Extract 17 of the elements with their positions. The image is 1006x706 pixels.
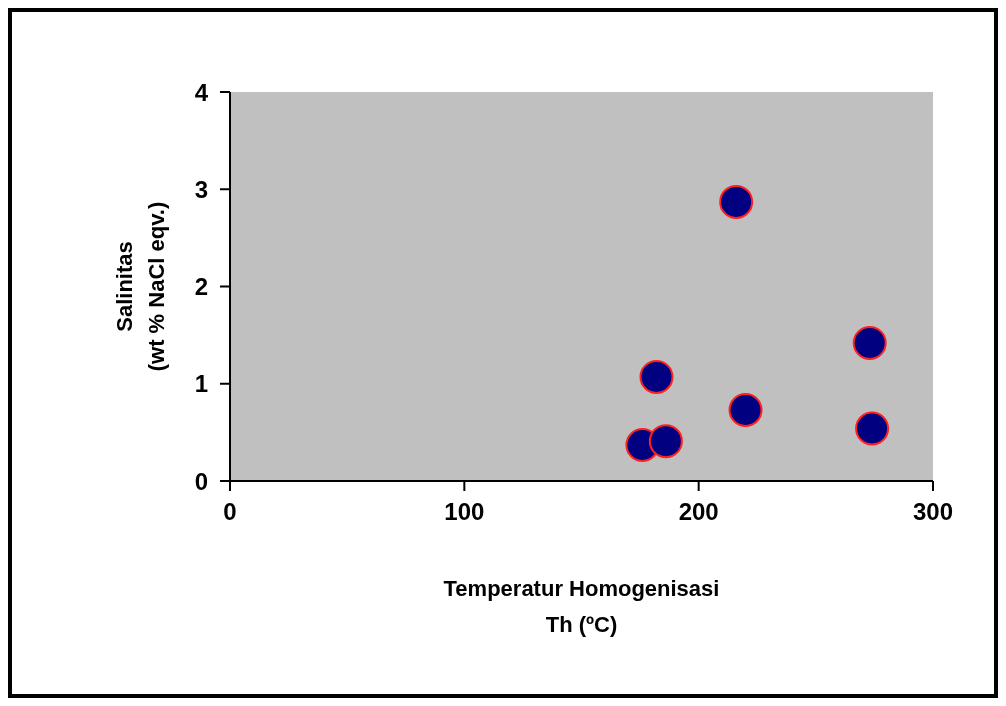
y-tick-label: 4 (194, 78, 209, 106)
point (648, 424, 683, 459)
x-tick-label: 200 (678, 498, 719, 526)
y-tick-label: 2 (194, 273, 208, 301)
x-tick-label: 100 (444, 498, 485, 526)
x-tick-label: 0 (223, 498, 237, 526)
point (639, 359, 674, 394)
point (852, 325, 887, 360)
point (719, 184, 754, 219)
x-axis-title: Temperatur Homogenisasi Th (ºC) (443, 576, 720, 637)
y-tick-label: 3 (194, 175, 208, 203)
point (855, 411, 890, 446)
y-axis-title: Salinitas (wt % NaCl eqv.) (112, 201, 169, 372)
y-tick-label: 0 (194, 467, 208, 495)
point (728, 393, 763, 428)
x-tick-label: 300 (912, 498, 954, 526)
y-tick-label: 1 (194, 370, 208, 398)
